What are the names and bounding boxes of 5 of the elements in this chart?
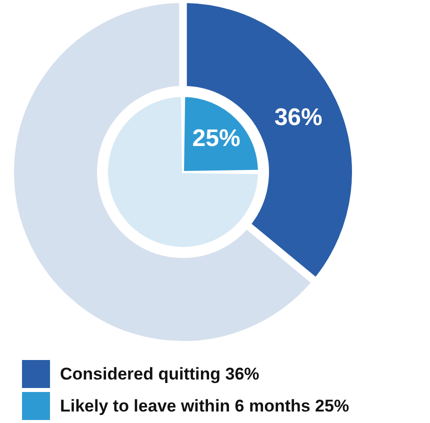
data-label: 36% bbox=[274, 104, 322, 132]
legend-label: Likely to leave within 6 months 25% bbox=[60, 396, 350, 416]
pie-slice bbox=[106, 95, 260, 249]
data-label: 25% bbox=[192, 125, 240, 152]
legend-label: Considered quitting 36% bbox=[60, 364, 260, 384]
